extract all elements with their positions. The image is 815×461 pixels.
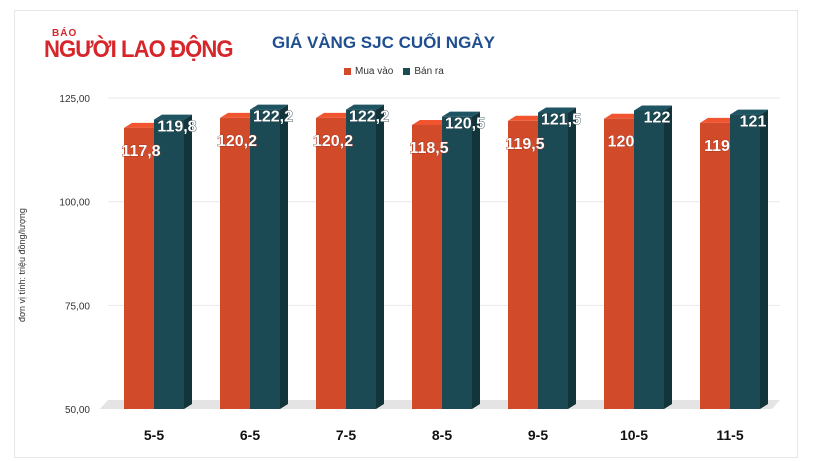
bar-sell-side xyxy=(280,104,288,410)
x-tick-label: 5-5 xyxy=(144,427,164,443)
bar-sell xyxy=(250,109,280,410)
data-label-buy: 120,2 xyxy=(313,133,353,150)
bar-buy xyxy=(220,117,250,410)
data-label-sell: 119,8 xyxy=(157,119,196,136)
x-tick-label: 8-5 xyxy=(432,427,452,443)
bar-sell-top xyxy=(154,114,192,120)
legend-label-buy: Mua vào xyxy=(355,66,394,77)
bar-sell-side xyxy=(376,104,384,410)
bar-sell-side xyxy=(664,105,672,409)
data-label-buy: 118,5 xyxy=(409,140,448,157)
bar-buy-top xyxy=(700,117,738,123)
bar-sell xyxy=(154,119,184,409)
bar-sell-top xyxy=(538,107,576,113)
data-label-buy: 117,8 xyxy=(121,143,160,160)
bar-sell-top xyxy=(730,109,768,115)
bar-buy-top xyxy=(220,112,258,118)
bar-buy xyxy=(508,120,538,409)
legend-item-sell: Bán ra xyxy=(403,66,444,77)
x-tick-label: 9-5 xyxy=(528,427,548,443)
legend-swatch-buy xyxy=(344,68,351,75)
y-tick-label: 50,00 xyxy=(65,405,90,416)
chart-title: GIÁ VÀNG SJC CUỐI NGÀY xyxy=(272,33,495,52)
bar-sell-top xyxy=(442,111,480,117)
data-label-sell: 121 xyxy=(740,114,767,131)
y-tick-label: 100,00 xyxy=(59,198,90,209)
x-tick-label: 11-5 xyxy=(716,427,743,443)
chart-legend: Mua vào Bán ra xyxy=(344,66,444,77)
bar-sell-top xyxy=(250,104,288,110)
bar-sell-side xyxy=(568,107,576,409)
y-tick-label: 125,00 xyxy=(59,94,90,105)
bar-sell-side xyxy=(184,114,192,409)
bar-buy-top xyxy=(316,112,354,118)
x-tick-label: 10-5 xyxy=(620,427,648,443)
data-label-buy: 119 xyxy=(704,138,730,155)
bar-sell-top xyxy=(634,105,672,111)
bar-sell-side xyxy=(760,109,768,409)
bar-buy-top xyxy=(412,119,450,125)
data-label-sell: 120,5 xyxy=(445,116,485,133)
bar-buy-top xyxy=(124,122,162,128)
data-label-sell: 122,2 xyxy=(349,109,389,126)
bar-sell xyxy=(538,112,568,409)
x-tick-label: 6-5 xyxy=(240,427,260,443)
x-tick-label: 7-5 xyxy=(336,427,356,443)
bar-buy xyxy=(124,127,154,409)
bar-sell xyxy=(730,114,760,409)
bar-sell xyxy=(634,110,664,409)
data-label-buy: 119,5 xyxy=(505,136,544,153)
logo-small-text: BÁO xyxy=(52,28,78,39)
bar-sell xyxy=(346,109,376,410)
data-label-sell: 122 xyxy=(644,109,671,126)
data-label-sell: 122,2 xyxy=(253,109,293,126)
bar-buy xyxy=(316,117,346,410)
bar-sell xyxy=(442,116,472,409)
legend-item-buy: Mua vào xyxy=(344,66,393,77)
data-label-sell: 121,5 xyxy=(541,112,581,129)
chart-frame xyxy=(14,10,798,458)
bar-buy xyxy=(412,124,442,409)
logo-big-text: NGƯỜI LAO ĐỘNG xyxy=(44,36,234,63)
bar-sell-side xyxy=(472,111,480,409)
y-tick-label: 75,00 xyxy=(65,301,90,312)
bar-sell-top xyxy=(346,104,384,110)
legend-label-sell: Bán ra xyxy=(414,66,444,77)
bar-buy xyxy=(700,122,730,409)
data-label-buy: 120 xyxy=(608,134,635,151)
legend-swatch-sell xyxy=(403,68,411,75)
bar-buy xyxy=(604,118,634,409)
data-label-buy: 120,2 xyxy=(217,133,257,150)
bar-buy-top xyxy=(508,115,546,121)
bar-buy-top xyxy=(604,113,642,119)
